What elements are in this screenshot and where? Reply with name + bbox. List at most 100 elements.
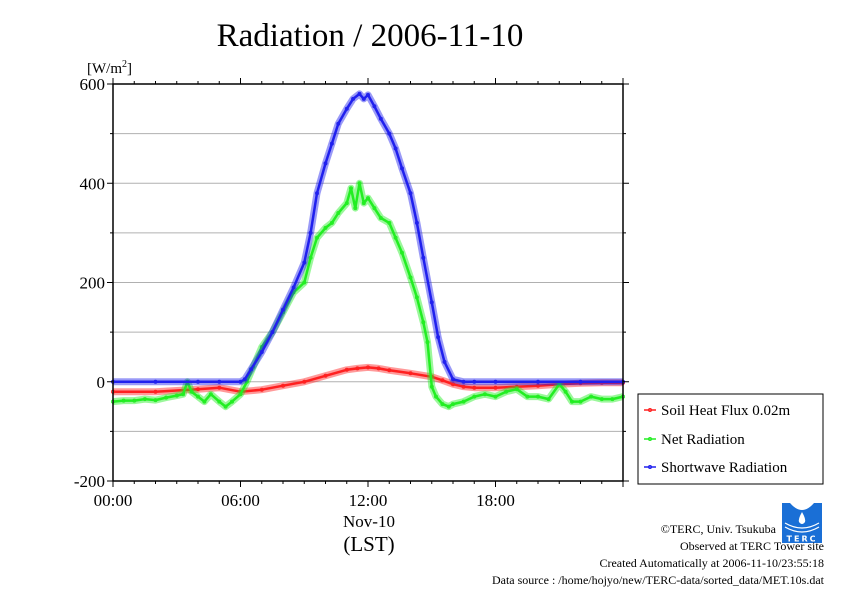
data-point-net-radiation: [372, 206, 377, 211]
legend-marker-net-radiation: [648, 437, 652, 441]
data-point-shortwave-radiation: [259, 349, 264, 354]
data-point-net-radiation: [393, 235, 398, 240]
data-point-net-radiation: [433, 394, 438, 399]
legend: Soil Heat Flux 0.02m Net Radiation Short…: [637, 393, 824, 485]
y-tick-label: 400: [80, 174, 106, 193]
series-line-net-radiation: [112, 182, 624, 408]
data-point-shortwave-radiation: [408, 191, 413, 196]
data-point-net-radiation: [599, 397, 604, 402]
data-point-net-radiation: [308, 255, 313, 260]
footer-source: Data source : /home/hojyo/new/TERC-data/…: [491, 573, 824, 587]
x-axis-label-lst: (LST): [343, 532, 394, 556]
data-point-net-radiation: [164, 395, 169, 400]
data-point-shortwave-radiation: [461, 379, 466, 384]
data-point-shortwave-radiation: [578, 379, 583, 384]
data-point-shortwave-radiation: [372, 104, 377, 109]
data-point-net-radiation: [238, 392, 243, 397]
data-point-soil-heat-flux: [472, 385, 477, 390]
legend-item-shortwave-radiation: Shortwave Radiation: [644, 460, 788, 476]
data-point-shortwave-radiation: [291, 285, 296, 290]
logo-waves: [784, 522, 820, 533]
x-tick-label: 18:00: [476, 491, 515, 510]
x-tick-labels: 00:00 06:00 12:00 18:00: [94, 491, 515, 510]
logo-text: TERC: [787, 535, 818, 544]
data-point-net-radiation: [425, 340, 430, 345]
logo-drop-icon: [798, 512, 806, 524]
data-point-shortwave-radiation: [329, 141, 334, 146]
y-tick-label: -200: [74, 472, 105, 491]
y-tick-label: 600: [80, 75, 106, 94]
data-point-net-radiation: [302, 280, 307, 285]
data-point-shortwave-radiation: [365, 92, 370, 97]
data-point-net-radiation: [493, 394, 498, 399]
data-point-net-radiation: [387, 220, 392, 225]
data-point-net-radiation: [472, 394, 477, 399]
plot-area: [111, 90, 626, 411]
data-point-net-radiation: [450, 402, 455, 407]
legend-marker-shortwave-radiation: [648, 465, 652, 469]
legend-label-net-radiation: Net Radiation: [661, 432, 745, 448]
data-point-shortwave-radiation: [314, 191, 319, 196]
legend-label-shortwave-radiation: Shortwave Radiation: [661, 460, 788, 476]
data-point-net-radiation: [357, 181, 362, 186]
data-point-shortwave-radiation: [399, 166, 404, 171]
data-point-net-radiation: [121, 398, 126, 403]
data-point-net-radiation: [482, 392, 487, 397]
data-point-net-radiation: [314, 235, 319, 240]
data-point-shortwave-radiation: [387, 131, 392, 136]
data-point-shortwave-radiation: [421, 255, 426, 260]
y-tick-labels: 600 400 200 0 -200: [74, 75, 105, 491]
data-point-soil-heat-flux: [365, 365, 370, 370]
data-point-soil-heat-flux: [259, 387, 264, 392]
data-point-net-radiation: [399, 250, 404, 255]
data-point-net-radiation: [429, 384, 434, 389]
series-line-soil-heat-flux: [113, 366, 623, 393]
data-point-soil-heat-flux: [387, 368, 392, 373]
gridlines: [113, 133, 623, 432]
data-point-net-radiation: [440, 402, 445, 407]
data-point-net-radiation: [546, 397, 551, 402]
data-point-net-radiation: [223, 404, 228, 409]
data-point-shortwave-radiation: [450, 377, 455, 382]
legend-item-soil-heat-flux: Soil Heat Flux 0.02m: [644, 403, 791, 419]
data-point-soil-heat-flux: [153, 389, 158, 394]
data-point-net-radiation: [217, 399, 222, 404]
data-point-shortwave-radiation: [442, 359, 447, 364]
data-point-soil-heat-flux: [195, 387, 200, 392]
legend-marker-soil-heat-flux: [648, 408, 652, 412]
x-axis-label-date: Nov-10: [343, 512, 395, 531]
data-point-shortwave-radiation: [302, 260, 307, 265]
data-point-shortwave-radiation: [344, 106, 349, 111]
data-point-net-radiation: [525, 394, 530, 399]
data-point-shortwave-radiation: [472, 379, 477, 384]
data-point-net-radiation: [536, 394, 541, 399]
data-point-shortwave-radiation: [429, 300, 434, 305]
data-point-net-radiation: [174, 393, 179, 398]
terc-logo: TERC: [782, 503, 822, 543]
data-point-net-radiation: [195, 394, 200, 399]
footer-observed: Observed at TERC Tower site: [679, 539, 824, 553]
data-point-net-radiation: [610, 397, 615, 402]
data-point-net-radiation: [589, 394, 594, 399]
logo-notch: [790, 503, 814, 510]
data-point-soil-heat-flux: [355, 366, 360, 371]
data-point-net-radiation: [208, 392, 213, 397]
data-point-net-radiation: [323, 225, 328, 230]
data-point-net-radiation: [132, 398, 137, 403]
data-point-soil-heat-flux: [408, 371, 413, 376]
data-point-net-radiation: [361, 201, 366, 206]
data-point-net-radiation: [353, 206, 358, 211]
data-point-shortwave-radiation: [217, 379, 222, 384]
data-point-net-radiation: [336, 210, 341, 215]
footer-created: Created Automatically at 2006-11-10/23:5…: [599, 556, 824, 570]
data-point-net-radiation: [414, 295, 419, 300]
chart-title: Radiation / 2006-11-10: [217, 18, 524, 54]
data-point-net-radiation: [329, 220, 334, 225]
data-point-shortwave-radiation: [280, 307, 285, 312]
y-tick-label: 200: [80, 274, 106, 293]
x-tick-label: 00:00: [94, 491, 133, 510]
data-point-net-radiation: [514, 387, 519, 392]
data-point-net-radiation: [461, 399, 466, 404]
data-point-shortwave-radiation: [308, 230, 313, 235]
